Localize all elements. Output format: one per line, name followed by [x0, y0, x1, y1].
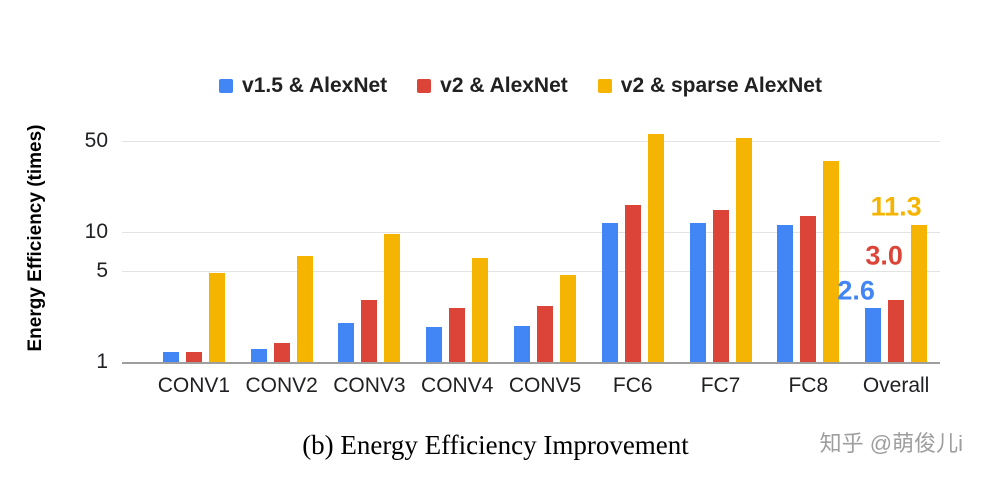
gridline-50	[122, 141, 940, 143]
data-label-v2-alexnet: 3.0	[865, 240, 903, 271]
bar-v1-5-alexnet-overall	[865, 308, 882, 362]
legend: v1.5 & AlexNet v2 & AlexNet v2 & sparse Al…	[50, 74, 991, 98]
x-axis-label-conv1: CONV1	[157, 374, 231, 397]
x-axis-line	[122, 362, 940, 364]
y-tick-label-5: 5	[96, 259, 108, 283]
y-tick-label-50: 50	[84, 129, 108, 153]
bar-v2-sparse-alexnet-conv2	[296, 256, 313, 362]
x-axis-label-fc6: FC6	[612, 374, 653, 397]
bar-v2-alexnet-fc7	[712, 209, 729, 362]
legend-swatch-v1-5-alexnet	[219, 79, 234, 93]
data-label-v2-sparse-alexnet: 11.3	[870, 191, 922, 222]
bar-v1-5-alexnet-fc6	[601, 223, 618, 362]
legend-label-v2-alexnet: v2 & AlexNet	[440, 74, 568, 97]
y-axis-title: Energy Efficiency (times)	[25, 124, 46, 352]
x-axis-label-fc8: FC8	[788, 374, 829, 397]
bar-v2-alexnet-overall	[888, 299, 905, 362]
bar-v2-sparse-alexnet-conv1	[208, 273, 225, 362]
bar-v1-5-alexnet-fc7	[689, 222, 706, 362]
legend-swatch-v2-sparse-alexnet	[597, 79, 612, 93]
legend-label-v2-sparse-alexnet: v2 & sparse AlexNet	[620, 74, 822, 97]
bar-v2-sparse-alexnet-fc7	[735, 137, 752, 362]
x-axis-label-overall: Overall	[862, 374, 930, 397]
bar-v1-5-alexnet-fc8	[777, 225, 794, 362]
legend-item-v2-alexnet: v2 & AlexNet	[417, 74, 568, 98]
bar-v2-alexnet-conv1	[185, 351, 202, 362]
bar-v2-alexnet-conv4	[449, 308, 466, 362]
bar-v2-alexnet-conv2	[273, 343, 290, 362]
bar-v1-5-alexnet-conv2	[250, 349, 267, 362]
chart-caption: (b) Energy Efficiency Improvement	[302, 430, 689, 460]
bar-v2-sparse-alexnet-overall	[911, 225, 928, 362]
bar-v1-5-alexnet-conv1	[162, 351, 179, 362]
bar-v2-sparse-alexnet-fc8	[823, 161, 840, 362]
bar-v1-5-alexnet-conv4	[426, 327, 443, 362]
watermark: 知乎 @萌俊儿i	[819, 431, 963, 456]
x-axis-label-conv5: CONV5	[508, 374, 582, 397]
bar-v2-alexnet-conv5	[537, 305, 553, 362]
bar-v2-alexnet-fc6	[624, 205, 641, 362]
legend-label-v1-5-alexnet: v1.5 & AlexNet	[242, 74, 388, 97]
legend-item-v2-sparse-alexnet: v2 & sparse AlexNet	[597, 74, 822, 98]
x-axis-label-conv4: CONV4	[421, 374, 494, 397]
data-label-v1-5-alexnet: 2.6	[837, 275, 875, 306]
x-axis-label-conv3: CONV3	[333, 374, 406, 397]
bar-v1-5-alexnet-conv5	[514, 325, 530, 362]
bar-v2-sparse-alexnet-conv3	[384, 233, 401, 362]
bar-v2-alexnet-fc8	[800, 216, 817, 362]
y-tick-label-10: 10	[84, 220, 108, 243]
legend-swatch-v2-alexnet	[417, 79, 432, 93]
legend-item-v1-5-alexnet: v1.5 & AlexNet	[219, 74, 387, 98]
bar-v1-5-alexnet-conv3	[338, 322, 355, 362]
bar-v2-sparse-alexnet-conv5	[560, 274, 576, 362]
bar-v2-sparse-alexnet-fc6	[647, 133, 664, 362]
bar-v2-sparse-alexnet-conv4	[472, 258, 489, 362]
bar-v2-alexnet-conv3	[361, 299, 378, 362]
y-tick-label-1: 1	[96, 350, 108, 373]
x-axis-label-conv2: CONV2	[245, 374, 318, 397]
gridline-10	[122, 232, 940, 233]
x-axis-label-fc7: FC7	[700, 374, 741, 397]
gridline-5	[122, 271, 940, 273]
